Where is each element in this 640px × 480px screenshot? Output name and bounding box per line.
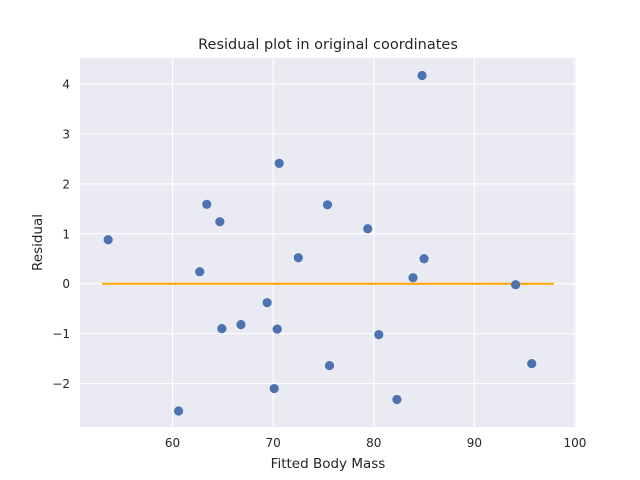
scatter-point [363,224,373,234]
scatter-point [202,199,212,209]
y-tick-label: 1 [62,227,70,241]
x-tick-label: 100 [564,436,587,450]
scatter-point [408,273,418,283]
y-tick-label: 3 [62,127,70,141]
scatter-point [419,254,429,264]
y-tick-labels: −2 −1 0 1 2 3 4 [52,77,70,391]
y-axis-label: Residual [30,214,46,271]
x-tick-labels: 60 70 80 90 100 [165,436,587,450]
scatter-point [103,235,113,245]
y-tick-label: 4 [62,77,70,91]
scatter-point [215,217,225,227]
y-tick-label: 0 [62,277,70,291]
x-tick-label: 80 [366,436,381,450]
scatter-point [269,383,279,394]
scatter-point [417,70,427,81]
scatter-point [527,358,537,369]
y-tick-label: −1 [52,327,70,341]
plot-background [80,58,576,427]
scatter-point [293,253,303,263]
scatter-point [272,324,282,334]
scatter-point [511,280,521,290]
scatter-point [274,158,284,168]
scatter-point [322,200,333,210]
y-tick-label: 2 [62,177,70,191]
x-tick-label: 70 [266,436,281,450]
scatter-point [217,324,227,334]
x-axis-label: Fitted Body Mass [271,456,386,472]
scatter-point [392,394,402,405]
scatter-point [173,406,184,416]
scatter-point [374,330,384,340]
scatter-point [236,320,246,330]
y-tick-label: −2 [52,377,70,391]
scatter-point [324,360,335,371]
scatter-points [103,70,537,416]
scatter-point [262,298,272,308]
scatter-point [195,267,205,277]
chart-title: Residual plot in original coordinates [198,37,458,53]
grid-lines [80,58,576,427]
x-tick-label: 60 [165,436,180,450]
x-tick-label: 90 [467,436,482,450]
